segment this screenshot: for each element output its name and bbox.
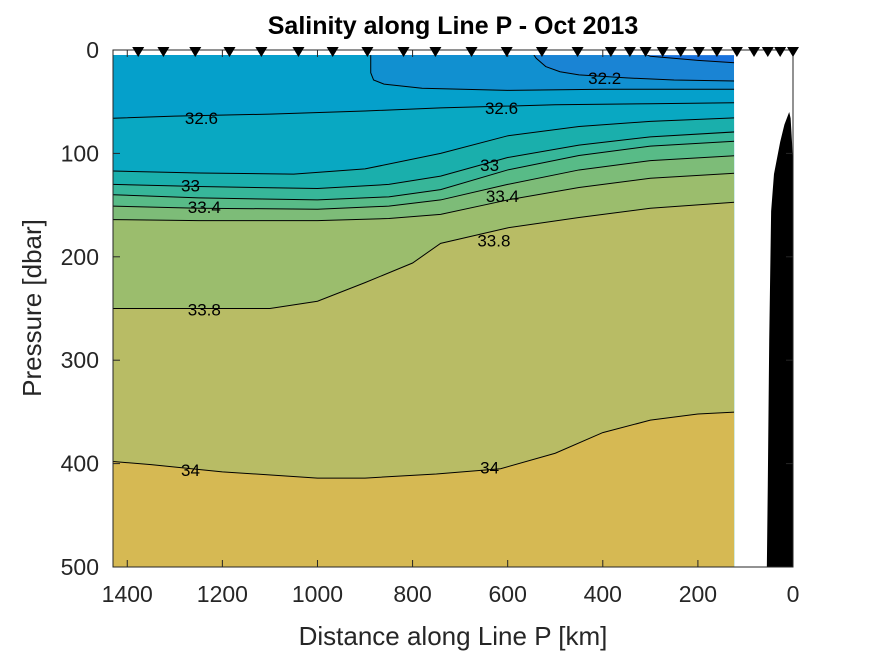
x-tick-label: 200 xyxy=(679,581,717,607)
station-marker xyxy=(223,47,236,57)
contour-line-32.4 xyxy=(370,55,735,91)
station-marker xyxy=(656,47,669,57)
contour-line-32.8 xyxy=(113,117,735,175)
contour-line-32.6 xyxy=(113,102,735,119)
contour-lines xyxy=(113,55,735,479)
plot-box xyxy=(112,49,794,568)
station-marker xyxy=(535,47,548,57)
station-marker xyxy=(255,47,268,57)
station-marker xyxy=(674,47,687,57)
contour-label: 32.6 xyxy=(185,109,218,128)
station-marker xyxy=(730,47,743,57)
contour-line-33.6 xyxy=(113,172,735,222)
station-marker xyxy=(500,47,513,57)
station-marker xyxy=(397,47,410,57)
contour-label: 32.2 xyxy=(588,69,621,88)
station-marker xyxy=(710,47,723,57)
contour-label: 33.8 xyxy=(477,231,510,250)
y-tick-label: 0 xyxy=(86,37,99,63)
y-axis-label: Pressure [dbar] xyxy=(17,219,47,397)
contour-label: 32.6 xyxy=(485,99,518,118)
contour-line-33.2 xyxy=(113,140,735,201)
contour-line-33.8 xyxy=(113,201,735,309)
y-tick-label: 400 xyxy=(61,451,99,477)
x-axis-label: Distance along Line P [km] xyxy=(299,621,608,651)
y-tick-label: 100 xyxy=(61,140,99,166)
station-marker xyxy=(761,47,774,57)
contour-labels: 32.2 32.6 32.6 33 33 33.4 33.4 33.8 33.8 34 34 xyxy=(181,69,621,480)
x-tick-label: 600 xyxy=(488,581,526,607)
y-tick-label: 200 xyxy=(61,244,99,270)
contour-label: 34 xyxy=(480,459,499,478)
x-tick-label: 800 xyxy=(393,581,431,607)
station-marker xyxy=(623,47,636,57)
station-marker xyxy=(639,47,652,57)
bathymetry-shape xyxy=(766,112,793,567)
station-marker xyxy=(132,47,145,57)
station-markers xyxy=(132,47,799,57)
station-marker xyxy=(774,47,787,57)
y-tick-label: 500 xyxy=(61,554,99,580)
station-marker xyxy=(429,47,442,57)
contour-label: 33 xyxy=(480,156,499,175)
bathymetry xyxy=(766,112,793,567)
axes: 1400 1200 1000 800 600 400 200 0 0 100 200 300 400 50… xyxy=(61,37,800,607)
y-tick-label: 300 xyxy=(61,347,99,373)
station-marker xyxy=(787,47,799,57)
station-marker xyxy=(157,47,170,57)
station-marker xyxy=(292,47,305,57)
contour-label: 33.8 xyxy=(188,301,221,320)
contour-label: 34 xyxy=(181,461,200,480)
station-marker xyxy=(361,47,374,57)
chart-title: Salinity along Line P - Oct 2013 xyxy=(268,12,638,40)
contour-line-32.2 xyxy=(533,55,735,82)
station-marker xyxy=(604,47,617,57)
station-marker xyxy=(189,47,202,57)
x-tick-label: 400 xyxy=(584,581,622,607)
station-marker xyxy=(748,47,761,57)
contour-line-32 xyxy=(646,55,735,64)
contour-label: 33.4 xyxy=(486,187,519,206)
contour-line-33.4 xyxy=(113,155,735,210)
contour-band-34 xyxy=(113,411,735,567)
contour-fills xyxy=(113,55,735,567)
contour-line-34 xyxy=(113,411,735,479)
station-marker xyxy=(465,47,478,57)
x-tick-label: 0 xyxy=(787,581,800,607)
station-marker xyxy=(692,47,705,57)
contour-label: 33.4 xyxy=(188,198,221,217)
x-tick-label: 1400 xyxy=(102,581,153,607)
contour-label: 33 xyxy=(181,176,200,195)
x-tick-label: 1200 xyxy=(197,581,248,607)
contour-line-33 xyxy=(113,131,735,190)
station-marker xyxy=(326,47,339,57)
x-tick-label: 1000 xyxy=(292,581,343,607)
station-marker xyxy=(571,47,584,57)
